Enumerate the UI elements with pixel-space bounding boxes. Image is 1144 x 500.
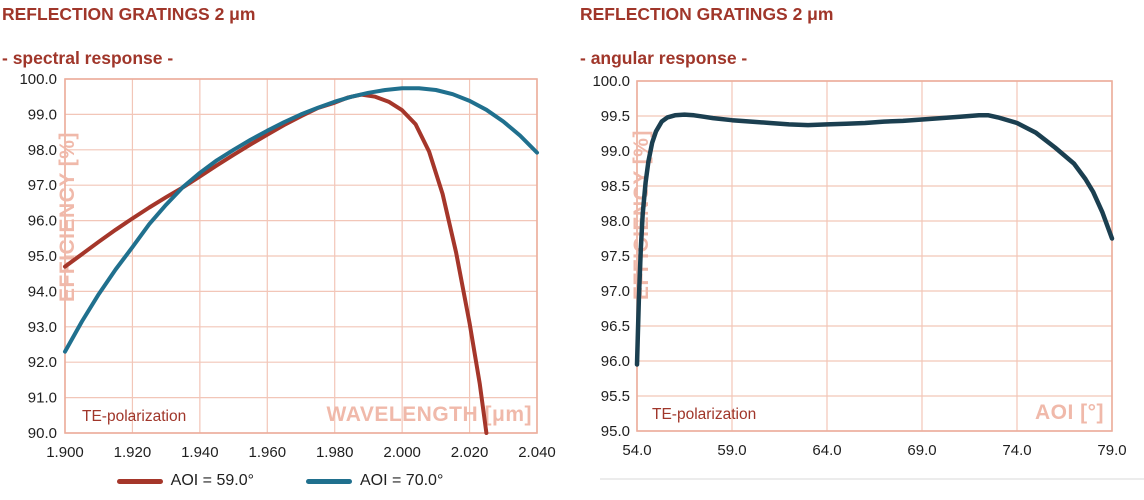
- x-axis-title: WAVELENGTH [μm]: [327, 403, 532, 426]
- y-tick-label: 94.0: [28, 283, 57, 300]
- y-tick-label: 98.0: [601, 213, 630, 230]
- spectral-title-line1: REFLECTION GRATINGS 2 μm: [2, 4, 256, 24]
- series-curve-0: [634, 112, 1115, 367]
- legend-item-aoi-70: AOI = 70.0°: [306, 472, 443, 490]
- y-tick-label: 99.0: [28, 106, 57, 123]
- angular-title-line2: - angular response -: [580, 48, 748, 68]
- y-tick-label: 100.0: [19, 71, 57, 88]
- y-tick-label: 98.5: [601, 178, 630, 195]
- series-curve-1: [63, 86, 539, 354]
- x-tick-label: 2.020: [451, 444, 489, 461]
- y-tick-label: 97.0: [601, 283, 630, 300]
- polarization-annotation: TE-polarization: [82, 408, 186, 425]
- y-tick-label: 96.0: [601, 353, 630, 370]
- y-tick-label: 90.0: [28, 425, 57, 442]
- y-tick-label: 92.0: [28, 354, 57, 371]
- x-tick-label: 2.040: [518, 444, 556, 461]
- spectral-title-line2: - spectral response -: [2, 48, 174, 68]
- legend-label-aoi-70: AOI = 70.0°: [360, 472, 444, 489]
- x-tick-label: 1.940: [181, 444, 219, 461]
- y-tick-label: 99.0: [601, 143, 630, 160]
- legend-item-aoi-59: AOI = 59.0°: [116, 472, 254, 490]
- x-axis-title: AOI [°]: [1035, 401, 1104, 424]
- y-tick-label: 97.0: [28, 177, 57, 194]
- y-axis-title: EFFICIENCY [%]: [56, 132, 79, 302]
- y-tick-label: 95.0: [601, 423, 630, 440]
- y-tick-label: 95.5: [601, 388, 630, 405]
- polarization-annotation: TE-polarization: [652, 406, 756, 423]
- angular-chart-title: REFLECTION GRATINGS 2 μm - angular respo…: [580, 3, 833, 69]
- x-tick-label: 74.0: [1002, 442, 1031, 459]
- series-curve-0: [63, 92, 489, 435]
- angular-title-line1: REFLECTION GRATINGS 2 μm: [580, 4, 834, 24]
- x-tick-label: 1.900: [46, 444, 84, 461]
- x-tick-label: 1.960: [249, 444, 287, 461]
- x-tick-label: 79.0: [1097, 442, 1126, 459]
- x-tick-label: 1.920: [114, 444, 152, 461]
- y-tick-label: 99.5: [601, 108, 630, 125]
- legend-label-aoi-59: AOI = 59.0°: [170, 472, 254, 489]
- plot-border: [636, 80, 1113, 432]
- x-tick-label: 1.980: [316, 444, 354, 461]
- x-tick-label: 69.0: [907, 442, 936, 459]
- x-tick-label: 59.0: [717, 442, 746, 459]
- x-tick-label: 2.000: [383, 444, 421, 461]
- legend-swatch-red: [116, 478, 163, 484]
- page-edge-line: [600, 478, 1144, 480]
- angular-chart-plot: EFFICIENCY [%]AOI [°]TE-polarization95.0…: [592, 73, 1126, 459]
- y-tick-label: 100.0: [592, 73, 630, 90]
- legend-swatch-teal: [306, 478, 352, 484]
- spectral-chart-plot: EFFICIENCY [%] WAVELENGTH [μm] TE-polariza…: [19, 71, 556, 461]
- y-tick-label: 97.5: [601, 248, 630, 265]
- x-tick-label: 64.0: [812, 442, 841, 459]
- y-tick-label: 96.5: [601, 318, 630, 335]
- spectral-chart-title: REFLECTION GRATINGS 2 μm - spectral resp…: [2, 3, 255, 69]
- y-tick-label: 98.0: [28, 142, 57, 159]
- y-tick-label: 96.0: [28, 213, 57, 230]
- y-tick-label: 91.0: [28, 390, 57, 407]
- y-tick-label: 93.0: [28, 319, 57, 336]
- spectral-chart-legend: AOI = 59.0° AOI = 70.0°: [0, 468, 560, 494]
- y-tick-label: 95.0: [28, 248, 57, 265]
- plot-border: [64, 78, 538, 434]
- x-tick-label: 54.0: [622, 442, 651, 459]
